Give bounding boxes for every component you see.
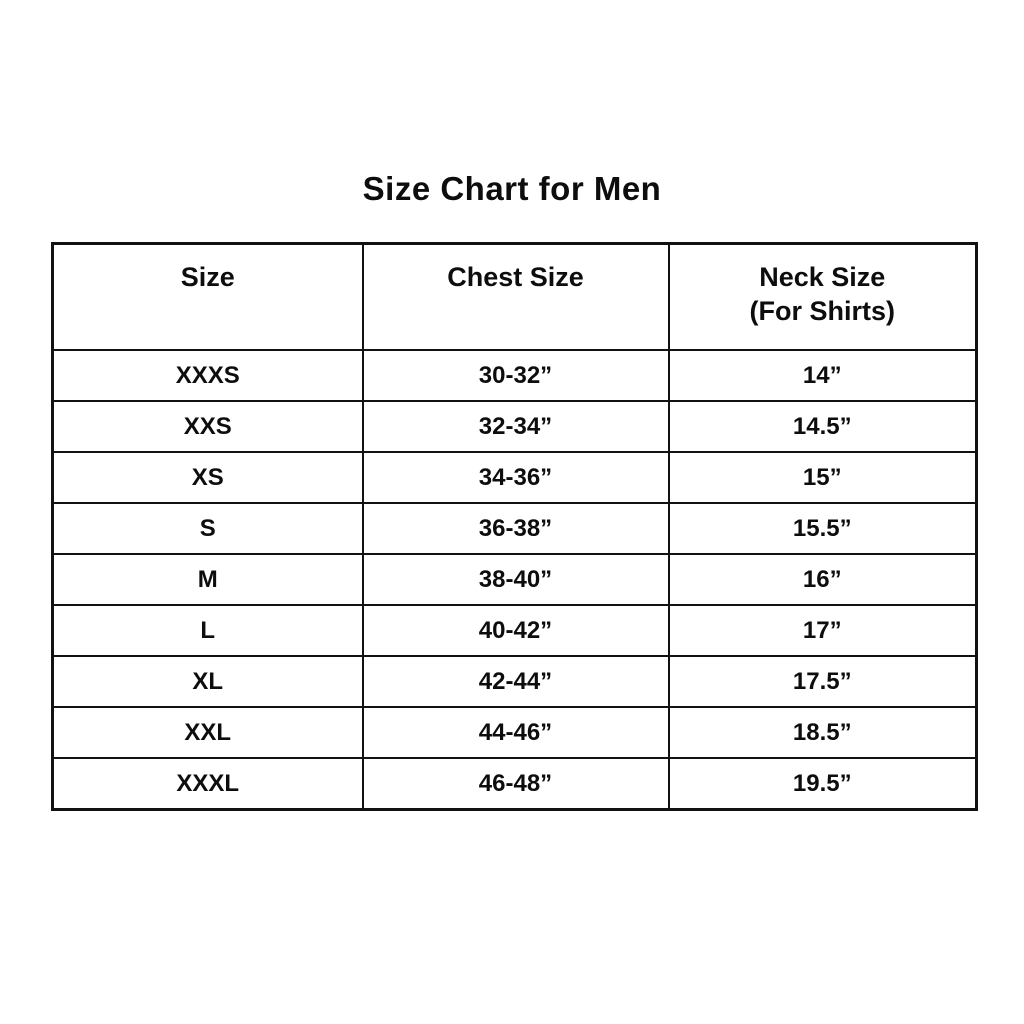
chest-size-cell: 42-44”: [361, 655, 670, 708]
column-header-neck-size: Neck Size (For Shirts): [667, 242, 978, 351]
neck-size-cell: 17.5”: [667, 655, 978, 708]
size-cell: XXL: [51, 706, 364, 759]
chest-size-cell: 34-36”: [361, 451, 670, 504]
neck-size-cell: 17”: [667, 604, 978, 657]
page-title: Size Chart for Men: [362, 170, 662, 207]
size-cell: M: [51, 553, 364, 606]
size-cell: XL: [51, 655, 364, 708]
chest-size-cell: 46-48”: [361, 757, 670, 811]
column-header-neck-size-line2: (For Shirts): [749, 295, 896, 326]
table-row-xs: XS 34-36” 15”: [51, 451, 978, 504]
neck-size-cell: 15.5”: [667, 502, 978, 555]
table-row-xl: XL 42-44” 17.5”: [51, 655, 978, 708]
column-header-neck-size-line1: Neck Size: [759, 262, 886, 292]
size-cell: XXS: [51, 400, 364, 453]
table-row-m: M 38-40” 16”: [51, 553, 978, 606]
size-cell: L: [51, 604, 364, 657]
table-row-xxl: XXL 44-46” 18.5”: [51, 706, 978, 759]
chest-size-cell: 44-46”: [361, 706, 670, 759]
chest-size-cell: 36-38”: [361, 502, 670, 555]
column-header-chest-size: Chest Size: [361, 242, 670, 351]
table-row-l: L 40-42” 17”: [51, 604, 978, 657]
table-header-row: Size Chest Size Neck Size (For Shirts): [51, 242, 978, 351]
neck-size-cell: 14.5”: [667, 400, 978, 453]
column-header-size: Size: [51, 242, 364, 351]
chest-size-cell: 38-40”: [361, 553, 670, 606]
neck-size-cell: 15”: [667, 451, 978, 504]
size-cell: S: [51, 502, 364, 555]
table-row-xxs: XXS 32-34” 14.5”: [51, 400, 978, 453]
chest-size-cell: 32-34”: [361, 400, 670, 453]
neck-size-cell: 19.5”: [667, 757, 978, 811]
size-chart-table: Size Chest Size Neck Size (For Shirts) X…: [51, 242, 978, 811]
column-header-size-label: Size: [180, 262, 235, 292]
size-cell: XXXS: [51, 349, 364, 402]
table-row-s: S 36-38” 15.5”: [51, 502, 978, 555]
neck-size-cell: 16”: [667, 553, 978, 606]
size-cell: XXXL: [51, 757, 364, 811]
column-header-chest-size-label: Chest Size: [447, 262, 584, 292]
neck-size-cell: 14”: [667, 349, 978, 402]
table-row-xxxl: XXXL 46-48” 19.5”: [51, 757, 978, 811]
neck-size-cell: 18.5”: [667, 706, 978, 759]
size-cell: XS: [51, 451, 364, 504]
chest-size-cell: 30-32”: [361, 349, 670, 402]
table-row-xxxs: XXXS 30-32” 14”: [51, 349, 978, 402]
chest-size-cell: 40-42”: [361, 604, 670, 657]
